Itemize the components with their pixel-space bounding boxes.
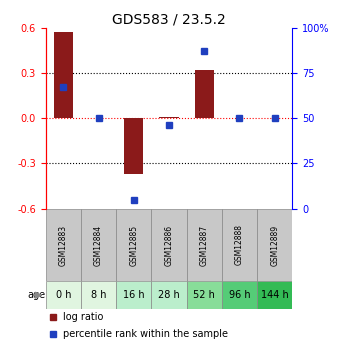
Bar: [257, 281, 292, 309]
Bar: [81, 281, 116, 309]
Bar: [159, 117, 179, 118]
Bar: [151, 281, 187, 309]
Bar: [116, 281, 151, 309]
Text: GSM12887: GSM12887: [200, 224, 209, 266]
Text: GSM12884: GSM12884: [94, 224, 103, 266]
Text: GSM12883: GSM12883: [59, 224, 68, 266]
Text: percentile rank within the sample: percentile rank within the sample: [63, 328, 228, 338]
Text: 8 h: 8 h: [91, 290, 106, 300]
Text: 96 h: 96 h: [229, 290, 250, 300]
Text: GSM12888: GSM12888: [235, 225, 244, 265]
Bar: [46, 209, 81, 281]
Text: GSM12885: GSM12885: [129, 224, 138, 266]
Text: log ratio: log ratio: [63, 313, 103, 322]
Text: 28 h: 28 h: [158, 290, 180, 300]
Title: GDS583 / 23.5.2: GDS583 / 23.5.2: [112, 12, 226, 27]
Bar: [187, 209, 222, 281]
Bar: [195, 70, 214, 118]
Bar: [151, 209, 187, 281]
Text: 16 h: 16 h: [123, 290, 145, 300]
Text: GSM12886: GSM12886: [165, 224, 173, 266]
Text: GSM12889: GSM12889: [270, 224, 279, 266]
Text: 144 h: 144 h: [261, 290, 289, 300]
Text: 0 h: 0 h: [55, 290, 71, 300]
Bar: [187, 281, 222, 309]
Bar: [222, 281, 257, 309]
Bar: [81, 209, 116, 281]
Bar: [53, 32, 73, 118]
Bar: [222, 209, 257, 281]
Bar: [257, 209, 292, 281]
Text: 52 h: 52 h: [193, 290, 215, 300]
Text: age: age: [27, 290, 46, 300]
Bar: [46, 281, 81, 309]
Bar: [124, 118, 143, 174]
Bar: [116, 209, 151, 281]
